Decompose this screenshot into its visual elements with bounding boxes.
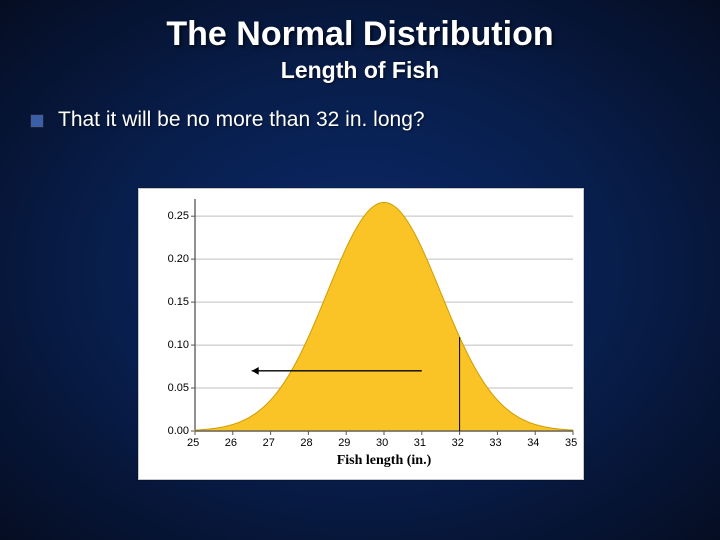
x-tick-label: 25: [187, 437, 199, 449]
x-tick-label: 34: [527, 437, 539, 449]
x-tick-label: 29: [338, 437, 350, 449]
x-tick-label: 32: [452, 437, 464, 449]
x-tick-label: 27: [263, 437, 275, 449]
x-tick-label: 35: [565, 437, 577, 449]
y-tick-label: 0.10: [168, 339, 189, 351]
x-tick-label: 33: [489, 437, 501, 449]
x-axis-title: Fish length (in.): [195, 453, 573, 469]
x-tick-label: 30: [376, 437, 388, 449]
x-tick-label: 26: [225, 437, 237, 449]
x-tick-label: 31: [414, 437, 426, 449]
normal-curve-area: [195, 202, 573, 431]
y-tick-label: 0.00: [168, 425, 189, 437]
y-tick-label: 0.20: [168, 253, 189, 265]
x-tick-label: 28: [300, 437, 312, 449]
y-tick-label: 0.15: [168, 296, 189, 308]
chart-svg: [139, 189, 583, 479]
slide-root: The Normal Distribution Length of Fish T…: [0, 0, 720, 540]
bullet-marker: [30, 114, 44, 128]
slide-title: The Normal Distribution: [0, 16, 720, 53]
y-tick-label: 0.05: [168, 382, 189, 394]
bullet-text: That it will be no more than 32 in. long…: [58, 108, 425, 132]
normal-dist-chart: 0.00 0.05 0.10 0.15 0.20 0.25 25 26 27 28 29 30 31 32…: [138, 188, 584, 480]
arrow-head-icon: [252, 367, 259, 375]
bullet-item: That it will be no more than 32 in. long…: [30, 108, 720, 132]
y-tick-label: 0.25: [168, 210, 189, 222]
slide-subtitle: Length of Fish: [0, 57, 720, 84]
